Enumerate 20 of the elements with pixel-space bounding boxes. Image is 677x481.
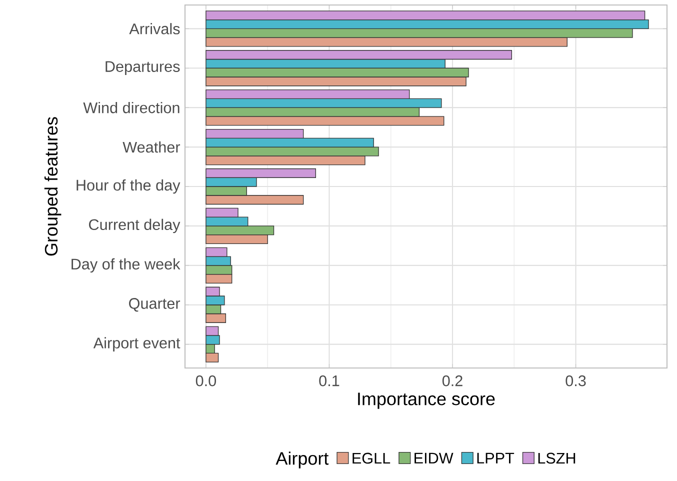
legend-label: EGLL [352, 452, 390, 464]
x-axis-title: Importance score [358, 392, 495, 409]
y-tick-label: Arrivals [129, 23, 180, 34]
legend-label: LPPT [477, 452, 514, 464]
y-tick-label: Quarter [129, 298, 180, 312]
y-tick-label: Hour of the day [76, 179, 180, 194]
legend-label: EIDW [414, 452, 454, 464]
y-tick-label: Departures [106, 61, 180, 75]
legend-title: Airport [276, 452, 329, 468]
y-tick-label: Wind direction [83, 102, 180, 114]
legend-label: LSZH [538, 452, 576, 464]
x-tick-label: 0.2 [442, 375, 462, 386]
y-axis-title: Grouped features [44, 117, 62, 256]
x-tick-label: 0.0 [196, 375, 216, 386]
y-tick-label: Day of the week [72, 258, 180, 273]
y-tick-label: Weather [122, 141, 180, 153]
x-tick-label: 0.3 [566, 375, 586, 386]
y-tick-label: Current delay [89, 218, 180, 234]
x-tick-label: 0.1 [319, 375, 340, 386]
y-tick-label: Airport event [93, 337, 180, 352]
